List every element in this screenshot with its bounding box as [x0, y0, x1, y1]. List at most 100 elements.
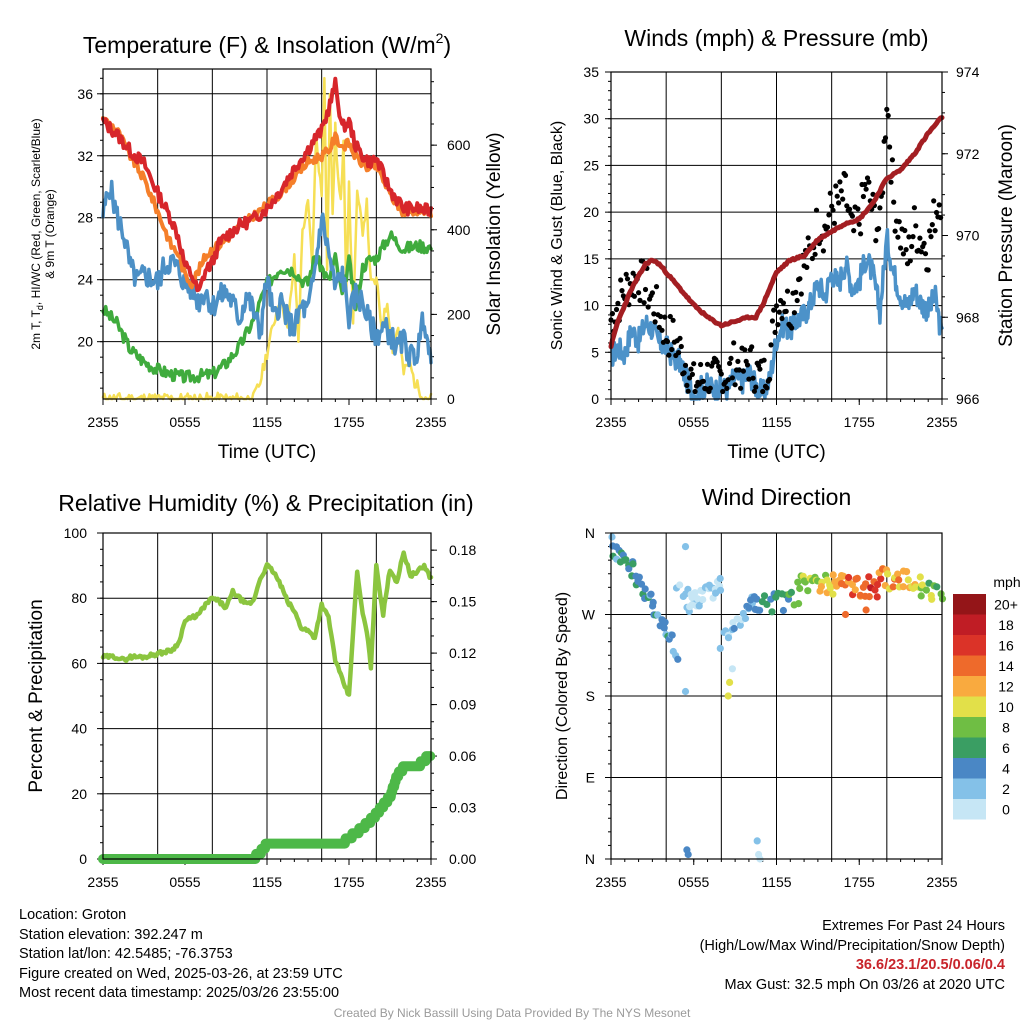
direction-tick-label: N [585, 525, 595, 541]
gust-point [651, 311, 657, 317]
gust-point [831, 220, 838, 226]
x-tick-label: 2355 [415, 414, 446, 430]
x-tick-label: 1155 [761, 874, 791, 890]
gust-point [820, 248, 827, 254]
direction-point [877, 575, 885, 583]
gust-point [804, 264, 810, 270]
gust-point [685, 388, 691, 394]
gust-point [851, 228, 857, 234]
panel-frame [102, 68, 432, 400]
gust-point [678, 343, 684, 350]
gust-point [849, 213, 856, 219]
legend-label: 8 [1002, 719, 1010, 735]
x-tick-label: 1155 [761, 414, 791, 430]
gust-point [750, 375, 756, 381]
x-tick-label: 2355 [595, 874, 626, 890]
humidity-ylabel: Percent & Precipitation [26, 599, 47, 792]
x-tick-label: 2355 [595, 414, 626, 430]
direction-point [724, 634, 733, 642]
gust-point [681, 370, 687, 376]
y-tick-label: 24 [77, 272, 93, 288]
direction-point [768, 608, 776, 616]
direction-tick-label: N [585, 851, 595, 867]
direction-point [668, 631, 676, 639]
direction-point [916, 573, 924, 581]
direction-ylabel: Direction (Colored By Speed) [554, 592, 571, 800]
y-right-tick-label: 0.12 [449, 645, 476, 661]
recent-text: Most recent data timestamp: 2025/03/26 2… [19, 985, 340, 1001]
gust-point [664, 338, 671, 345]
direction-point [787, 588, 796, 597]
gust-point [769, 318, 776, 324]
gust-point [827, 190, 833, 196]
gust-point [882, 135, 889, 141]
gust-point [768, 342, 774, 348]
gust-point [732, 382, 738, 388]
direction-point [829, 590, 837, 598]
gust-point [906, 234, 912, 240]
direction-point [676, 581, 684, 589]
extremes-fields: (High/Low/Max Wind/Precipitation/Snow De… [699, 937, 1005, 954]
legend-label: 10 [998, 699, 1014, 715]
y-right-tick-label: 972 [956, 146, 980, 162]
gust-point [751, 388, 758, 394]
gust-point [836, 200, 842, 206]
legend-label: 6 [1002, 740, 1010, 756]
max-gust-text: Max Gust: 32.5 mph On 03/26 at 2020 UTC [724, 976, 1005, 993]
direction-point [794, 578, 802, 586]
x-tick-label: 1755 [333, 874, 364, 890]
gust-point [653, 284, 660, 290]
direction-point [895, 576, 903, 584]
winds-ylabel-right: Station Pressure (Maroon) [996, 124, 1017, 347]
gust-point [718, 371, 724, 377]
gust-point [666, 352, 672, 358]
direction-point [726, 678, 734, 687]
gust-point [659, 327, 665, 333]
temp-ylabel-1: 2m T, Td, HI/WC (Red, Green, Scarlet/Blu… [29, 118, 45, 349]
y-tick-label: 40 [71, 721, 87, 737]
gust-point [931, 198, 937, 204]
y-tick-label: 0 [591, 391, 599, 407]
legend-label: 20+ [994, 596, 1018, 612]
direction-point [608, 533, 616, 541]
direction-point [681, 543, 690, 551]
gust-point [636, 290, 642, 296]
latlon-text: Station lat/lon: 42.5485; -76.3753 [19, 946, 233, 962]
direction-point [647, 590, 655, 598]
y-tick-label: 30 [583, 111, 599, 127]
gust-point [834, 193, 840, 199]
x-tick-label: 2355 [87, 414, 118, 430]
gust-point [896, 219, 902, 225]
temp-title-end: ) [443, 32, 451, 58]
gust-point [870, 191, 876, 197]
gust-point [910, 234, 916, 240]
direction-point [629, 560, 637, 568]
gust-point [775, 322, 781, 328]
gust-point [922, 251, 929, 257]
direction-point [674, 655, 682, 663]
gust-point [720, 388, 726, 395]
direction-point [741, 614, 750, 623]
temp-ylabel-right: Solar Insolation (Yellow) [484, 132, 505, 335]
legend-swatch [953, 758, 986, 779]
gust-point [746, 376, 752, 382]
y-tick-label: 25 [583, 157, 599, 173]
legend-label: 0 [1002, 801, 1010, 817]
gust-point [936, 202, 942, 208]
y-tick-label: 32 [77, 148, 93, 164]
direction-point [903, 568, 911, 576]
gust-point [887, 144, 893, 150]
gust-point [728, 355, 734, 361]
humidity-title: Relative Humidity (%) & Precipitation (i… [58, 490, 473, 516]
temp-ylabel-1b: , HI/WC (Red, Green, Scarlet/Blue) [29, 118, 43, 305]
gust-point [687, 375, 693, 381]
gust-point [909, 243, 915, 250]
gust-point [933, 209, 940, 216]
gust-point [740, 368, 747, 374]
gust-point [900, 251, 907, 257]
direction-point [750, 593, 758, 601]
direction-tick-label: E [586, 770, 595, 786]
direction-point [817, 583, 826, 591]
x-tick-label: 0555 [169, 414, 200, 430]
direction-point [649, 598, 657, 607]
